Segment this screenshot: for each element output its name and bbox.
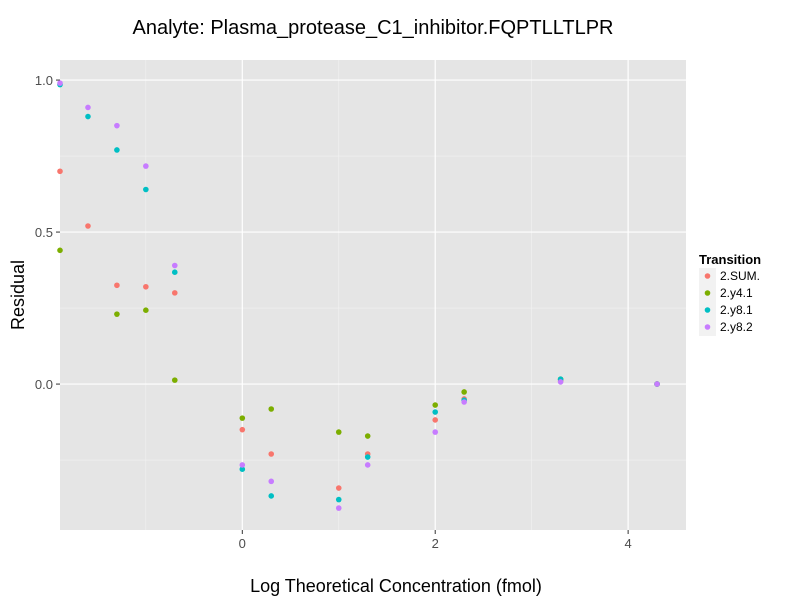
data-point-2.y8.2: [239, 462, 246, 468]
data-point-2.y4.1: [268, 406, 275, 412]
data-point-2.SUM.: [143, 283, 149, 290]
x-tick-label: 2: [432, 536, 439, 551]
y-tick-label: 0.5: [35, 225, 53, 240]
y-axis-label: Residual: [8, 260, 28, 330]
data-point-2.y4.1: [461, 389, 467, 395]
legend: Transition 2.SUM. 2.y4.1 2.y8.1 2.y8.2: [699, 252, 761, 336]
data-point-2.y4.1: [364, 433, 371, 439]
data-point-2.y8.2: [57, 80, 63, 86]
data-point-2.y8.2: [114, 122, 120, 129]
data-point-2.y8.1: [85, 113, 91, 120]
x-tick-label: 4: [625, 536, 632, 551]
legend-marker: [704, 290, 711, 296]
data-point-2.y4.1: [239, 415, 246, 421]
data-point-2.SUM.: [57, 168, 63, 175]
data-point-2.y4.1: [335, 429, 342, 435]
data-point-2.y8.2: [432, 429, 439, 435]
legend-label: 2.y8.1: [720, 303, 753, 317]
plot-panel: [60, 60, 686, 530]
data-point-2.y4.1: [114, 311, 120, 317]
data-point-2.SUM.: [268, 451, 275, 457]
legend-label: 2.y8.2: [720, 320, 753, 334]
data-point-2.SUM.: [114, 282, 120, 289]
y-tick-label: 1.0: [35, 73, 53, 88]
data-point-2.y4.1: [143, 307, 149, 314]
y-tick-label: 0.0: [35, 377, 53, 392]
data-point-2.y8.1: [364, 454, 371, 460]
data-point-2.y8.1: [268, 493, 275, 499]
data-point-2.y8.1: [335, 496, 342, 503]
data-point-2.y8.2: [85, 104, 91, 111]
data-point-2.SUM.: [171, 290, 178, 296]
data-point-2.y4.1: [432, 402, 439, 408]
data-point-2.y4.1: [57, 247, 63, 254]
legend-label: 2.SUM.: [720, 269, 760, 283]
data-point-2.y8.2: [143, 163, 149, 169]
legend-label: 2.y4.1: [720, 286, 753, 300]
legend-marker: [704, 307, 711, 313]
data-point-2.y8.2: [654, 381, 660, 387]
x-axis-label: Log Theoretical Concentration (fmol): [250, 576, 542, 596]
legend-title: Transition: [699, 252, 761, 267]
data-point-2.y8.2: [335, 505, 342, 511]
data-point-2.SUM.: [239, 426, 246, 433]
data-point-2.SUM.: [85, 223, 91, 229]
data-point-2.SUM.: [335, 485, 342, 491]
data-point-2.y8.2: [268, 478, 275, 485]
data-point-2.y8.1: [239, 466, 246, 472]
legend-marker: [704, 273, 711, 279]
data-point-2.y8.1: [432, 409, 439, 415]
data-point-2.SUM.: [432, 417, 439, 423]
data-point-2.y8.2: [171, 262, 178, 269]
legend-marker: [704, 324, 711, 330]
data-point-2.y8.1: [171, 269, 178, 275]
data-point-2.y8.2: [364, 462, 371, 468]
data-point-2.y8.2: [557, 379, 564, 385]
data-point-2.y4.1: [171, 377, 178, 383]
chart-title: Analyte: Plasma_protease_C1_inhibitor.FQ…: [133, 17, 614, 39]
data-point-2.y8.2: [461, 399, 467, 405]
data-point-2.y8.1: [114, 147, 120, 153]
x-tick-label: 0: [239, 536, 246, 551]
data-point-2.y8.1: [143, 186, 149, 193]
